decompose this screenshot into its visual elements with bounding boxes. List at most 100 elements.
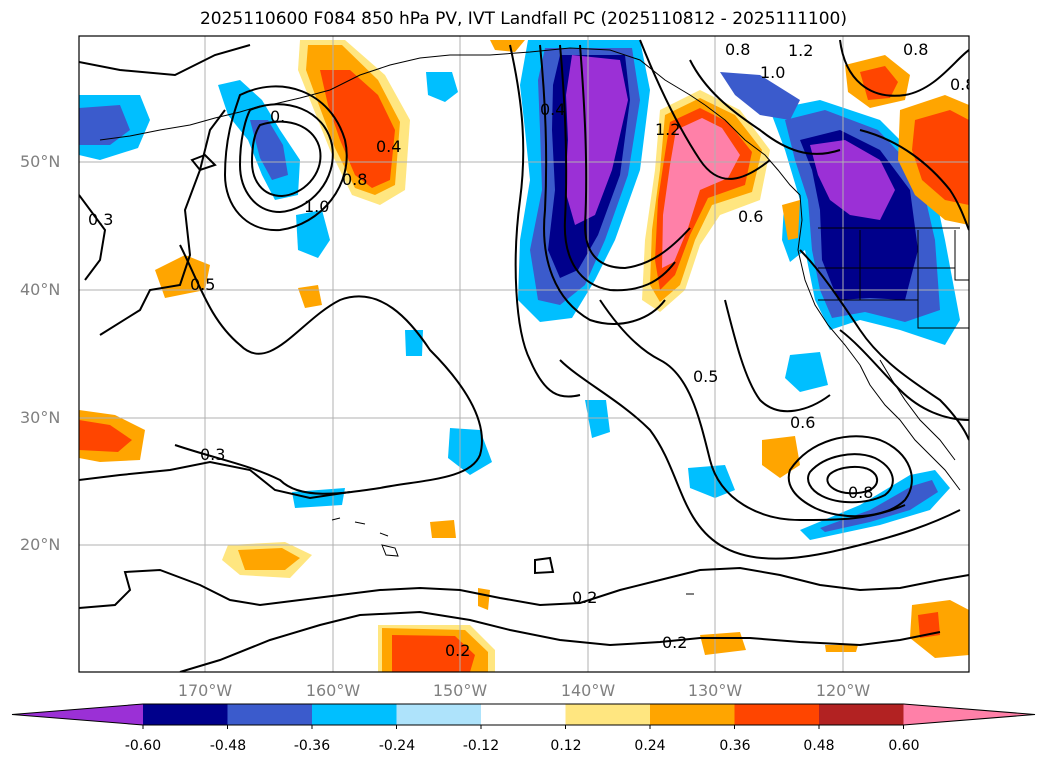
contour-mexico-low-1 — [787, 435, 913, 518]
shade-positive-bottom-south-red — [392, 635, 475, 672]
map-frame — [78, 35, 970, 673]
colorbar-segment — [734, 704, 820, 725]
contour-trough-b — [539, 44, 666, 325]
contour-label: 0.5 — [693, 367, 718, 386]
contour-mexico-low-2 — [807, 453, 894, 504]
coast-aleutians — [99, 105, 261, 141]
coast-alaska — [269, 47, 706, 106]
shade-positive-hawaii-south-org — [238, 548, 300, 570]
colorbar-segment — [481, 704, 566, 725]
shade-positive-small7 — [430, 520, 456, 538]
shade-negative-midnorth — [426, 72, 458, 102]
shade-positive-small10 — [825, 645, 858, 652]
colorbar-tick-label: 0.24 — [634, 738, 666, 754]
contour-0.6-mid — [724, 299, 831, 413]
coast-mexico-west — [879, 359, 956, 461]
contour-labels: 0.8 1.2 0.8 0.8 1.0 0.4 1.2 0.6 0. 0.4 0… — [88, 40, 975, 660]
shade-negative-baja — [785, 352, 828, 392]
colorbar-tick-label: -0.60 — [124, 738, 162, 754]
shade-negative-west-pacific-blue — [250, 120, 288, 180]
shade-positive-mexico — [762, 436, 800, 478]
lon-label-120w: 120°W — [815, 681, 871, 700]
shade-negative-small5 — [448, 428, 492, 475]
colorbar — [11, 703, 1036, 729]
contour-0.2-a — [79, 566, 969, 609]
contour-small-circle — [190, 153, 217, 172]
colorbar-tick-label: 0.36 — [719, 738, 751, 754]
colorbar-tick-label: -0.12 — [462, 738, 500, 754]
contour-label: 1.2 — [788, 41, 813, 60]
shade-negative-west-purple — [810, 140, 895, 220]
contour-label: 0.8 — [903, 40, 928, 59]
lon-label-160w: 160°W — [305, 681, 361, 700]
contour-label: 0.8 — [950, 75, 975, 94]
contour-label: 1.0 — [304, 197, 329, 216]
colorbar-tick-label: -0.24 — [378, 738, 416, 754]
contour-0.3-west — [79, 44, 251, 281]
colorbar-segment — [396, 704, 482, 725]
colorbar-segment — [565, 704, 651, 725]
map-layers: 0.8 1.2 0.8 0.8 1.0 0.4 1.2 0.6 0. 0.4 0… — [79, 36, 975, 672]
contour-ne-2 — [859, 129, 969, 231]
shade-positive-coast-pink — [662, 118, 740, 268]
contour-label: 0. — [270, 107, 285, 126]
lat-label-20n: 20°N — [20, 535, 61, 554]
contour-0.3-south — [79, 460, 351, 500]
lat-label-30n: 30°N — [20, 408, 61, 427]
colorbar-segment — [143, 704, 228, 725]
colorbar-segment — [227, 704, 313, 725]
contour-label: 1.0 — [760, 63, 785, 82]
shade-negative-gulf-purple — [565, 55, 628, 225]
contour-ne — [839, 39, 969, 97]
contour-trough-a — [509, 44, 581, 398]
colorbar-extend-max — [903, 704, 1035, 725]
graticule — [79, 36, 969, 672]
contour-ridge-b — [689, 59, 841, 155]
colorbar-extend-min — [12, 704, 143, 725]
contour-west-us-1 — [799, 249, 969, 441]
colorbar-tick-label: 0.12 — [550, 738, 582, 754]
lat-label-50n: 50°N — [20, 152, 61, 171]
shade-negative-small4 — [585, 400, 610, 438]
contour-label: 0.2 — [572, 588, 597, 607]
contour-label: 0.5 — [190, 275, 215, 294]
colorbar-tick-label: -0.36 — [293, 738, 331, 754]
shade-positive-ne2-red — [860, 66, 898, 100]
contour-label: 0.6 — [738, 207, 763, 226]
colorbar-tick-label: 0.48 — [803, 738, 835, 754]
contour-label: 0.3 — [200, 445, 225, 464]
colorbar-tick-label: -0.48 — [209, 738, 247, 754]
shade-positive-coast-small — [782, 200, 800, 240]
colorbar-segment — [312, 704, 397, 725]
contour-label: 0.2 — [662, 633, 687, 652]
colorbar-tick-label: 0.60 — [888, 738, 920, 754]
contour-label: 0.8 — [848, 483, 873, 502]
contour-low-1 — [223, 85, 348, 232]
contour-0.5-mid — [599, 299, 906, 522]
contour-ridge-a — [639, 39, 771, 180]
state-borders — [818, 227, 969, 329]
contour-label: 0.3 — [88, 210, 113, 229]
coastlines — [99, 47, 969, 595]
coast-bc — [704, 104, 801, 196]
lon-label-150w: 150°W — [432, 681, 488, 700]
shade-negative-west-ne — [720, 72, 800, 120]
contour-label: 0.4 — [540, 100, 565, 119]
contour-mexico-low-3 — [826, 465, 879, 495]
shade-negative-offshore — [688, 465, 735, 498]
pv-contours — [79, 39, 969, 672]
lon-label-140w: 140°W — [560, 681, 616, 700]
shade-negative-small3 — [405, 330, 423, 356]
shade-positive-small8 — [478, 588, 490, 610]
contour-label: 0.4 — [376, 137, 401, 156]
contour-big-south — [559, 359, 961, 560]
hawaii-islands — [331, 517, 399, 557]
contour-low-2 — [238, 103, 334, 214]
contour-0.2-b — [179, 610, 941, 672]
contour-label: 0.8 — [725, 40, 750, 59]
shade-positive-top — [490, 40, 525, 52]
lon-label-130w: 130°W — [687, 681, 743, 700]
shade-positive-far-west-30-red — [79, 420, 132, 452]
contour-label: 1.2 — [655, 120, 680, 139]
shade-positive-north-red — [320, 70, 395, 188]
